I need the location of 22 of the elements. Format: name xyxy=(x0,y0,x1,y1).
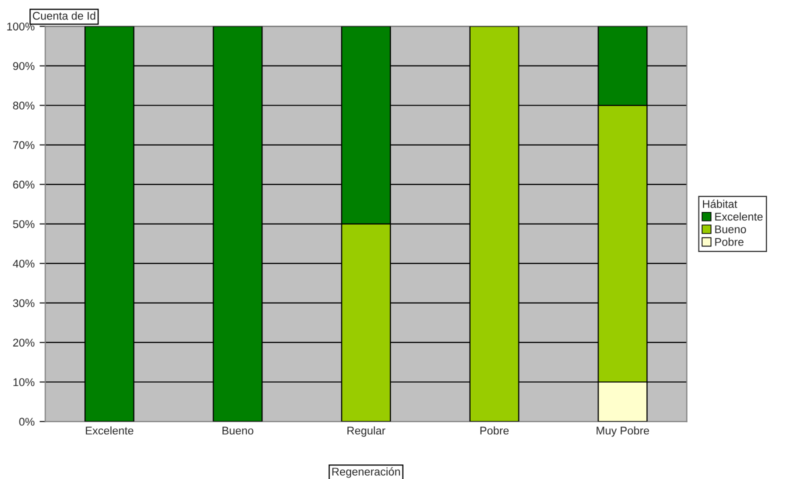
y-tick-label: 50% xyxy=(13,220,34,228)
y-tick-label: 40% xyxy=(12,260,34,268)
y-tick-label: 60% xyxy=(13,180,34,189)
x-tick-label: Bueno xyxy=(222,426,254,435)
legend-label: Excelente xyxy=(715,212,763,221)
y-tick-label: 90% xyxy=(13,62,34,70)
y-tick-label: 0% xyxy=(19,418,34,426)
x-tick-label: Pobre xyxy=(480,426,509,435)
y-tick-label: 70% xyxy=(13,141,34,150)
y-tick-label: 20% xyxy=(13,338,34,347)
x-axis-title: Regeneración xyxy=(332,467,400,478)
x-tick-label: Excelente xyxy=(86,426,134,435)
y-tick-label: 30% xyxy=(13,299,34,308)
x-tick-label: Regular xyxy=(347,426,386,437)
legend-label: Pobre xyxy=(715,238,744,246)
y-tick-label: 10% xyxy=(13,378,34,386)
legend-label: Bueno xyxy=(715,225,746,234)
y-tick-label: 80% xyxy=(13,102,34,110)
x-tick-label: Muy Pobre xyxy=(596,426,650,437)
text: Cuenta de Id xyxy=(32,12,96,20)
legend-title: Hábitat xyxy=(703,200,738,208)
y-tick-label: 100% xyxy=(7,22,34,30)
